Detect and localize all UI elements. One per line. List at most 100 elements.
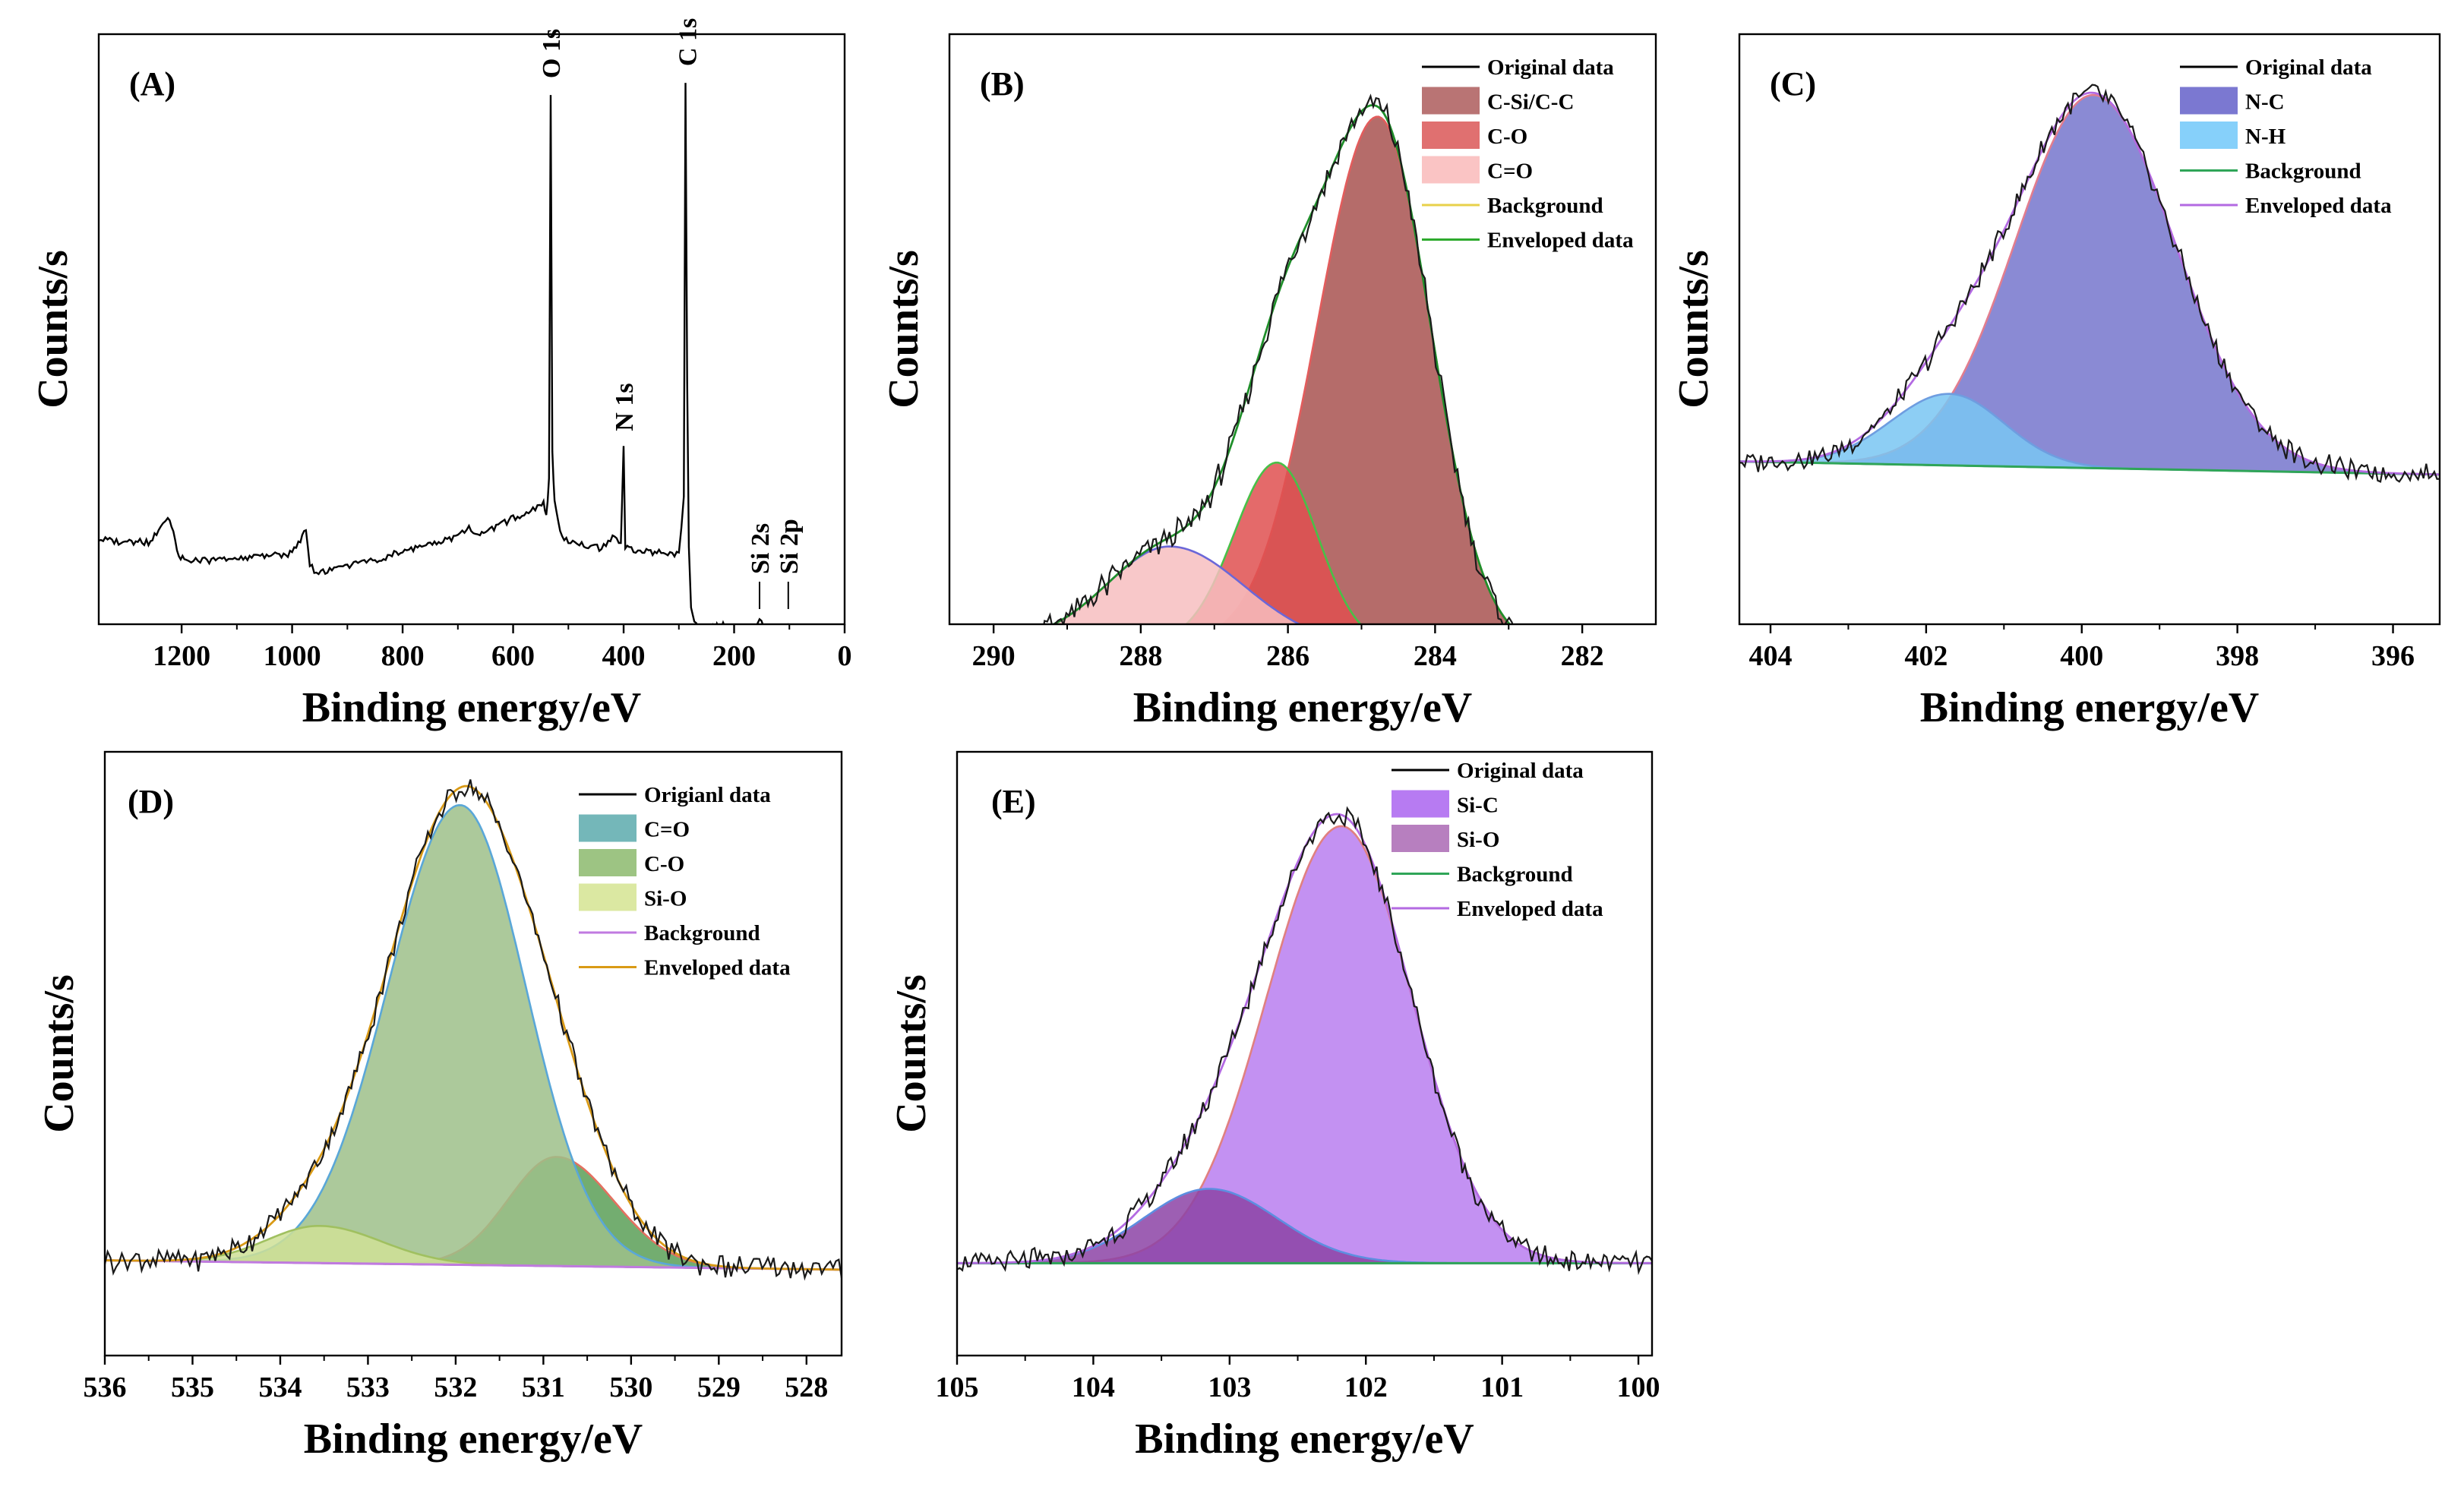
x-tick-label: 800 — [381, 640, 425, 672]
legend-swatch — [2180, 87, 2238, 115]
plot-area — [105, 779, 842, 1281]
plot-area — [957, 806, 1652, 1276]
peak-label: N 1s — [611, 383, 639, 431]
series-line-survey — [99, 83, 793, 624]
original-data-line — [1043, 93, 1514, 624]
legend-swatch — [1422, 87, 1480, 115]
peak-label: Si 2p — [776, 519, 804, 574]
plot-area — [1739, 84, 2440, 483]
legend-label: Background — [1457, 863, 1573, 887]
x-tick-label: 286 — [1266, 640, 1309, 672]
x-tick-label: 288 — [1119, 640, 1162, 672]
background-line — [1739, 460, 2440, 476]
legend-swatch — [1422, 156, 1480, 184]
y-axis-label: Counts/s — [888, 974, 935, 1133]
x-tick-label: 1200 — [153, 640, 210, 672]
legend-label: C=O — [644, 818, 690, 842]
x-tick-label: 528 — [785, 1371, 828, 1403]
x-tick-label: 404 — [1748, 640, 1792, 672]
legend-label: Background — [2245, 159, 2361, 184]
x-tick-label: 600 — [491, 640, 535, 672]
legend-label: Original data — [1457, 759, 1584, 783]
y-axis-label: Counts/s — [880, 250, 927, 409]
legend-label: Background — [1487, 194, 1603, 218]
enveloped-line — [1739, 91, 2440, 476]
x-tick-label: 105 — [936, 1371, 979, 1403]
x-tick-label: 284 — [1414, 640, 1457, 672]
plot-frame — [956, 750, 1654, 1357]
peak-label: Si 2s — [747, 523, 775, 574]
y-axis-label: Counts/s — [1670, 250, 1717, 409]
legend-label: C-O — [1487, 125, 1527, 149]
x-axis-label: Binding energy/eV — [1135, 1416, 1474, 1463]
legend-label: Original data — [1487, 55, 1614, 80]
x-tick-label: 0 — [838, 640, 852, 672]
legend-label: Enveloped data — [2245, 194, 2392, 218]
x-tick-label: 103 — [1208, 1371, 1251, 1403]
peak-component-c-o — [105, 803, 842, 1271]
x-tick-label: 104 — [1072, 1371, 1115, 1403]
original-data-line — [1739, 84, 2440, 483]
x-tick-label: 101 — [1480, 1371, 1524, 1403]
x-axis-label: Binding energy/eV — [304, 1416, 643, 1463]
panel-d: Origianl data C=O C-O Si-O Background Envelop… — [36, 750, 843, 1463]
legend-label: Si-O — [1457, 828, 1499, 852]
y-axis-label: Counts/s — [30, 250, 77, 409]
panel-c: Original data N-C N-H Background Enveloped d… — [1670, 33, 2441, 731]
legend-label: Original data — [2245, 55, 2372, 80]
legend-label: C-O — [644, 852, 684, 876]
panel-a: O 1s N 1s C 1s Si 2s Si 2p 1200 1000 800 600 400 2… — [30, 18, 852, 731]
x-tick-label: 402 — [1904, 640, 1948, 672]
x-tick-label: 100 — [1617, 1371, 1660, 1403]
x-tick-label: 531 — [522, 1371, 565, 1403]
legend-swatch — [1422, 122, 1480, 149]
x-tick-label: 533 — [346, 1371, 390, 1403]
peak-component-c-o — [1051, 545, 1302, 624]
peak-label: C 1s — [674, 18, 703, 66]
x-tick-label: 102 — [1344, 1371, 1388, 1403]
x-tick-label: 529 — [697, 1371, 741, 1403]
plot-frame — [948, 33, 1657, 626]
x-tick-label: 290 — [972, 640, 1016, 672]
x-tick-label: 200 — [712, 640, 756, 672]
x-tick-label: 396 — [2371, 640, 2415, 672]
x-tick-label: 536 — [84, 1371, 127, 1403]
legend-label: Enveloped data — [644, 956, 791, 980]
x-tick-label: 398 — [2216, 640, 2259, 672]
x-tick-label: 530 — [609, 1371, 652, 1403]
legend-swatch — [2180, 122, 2238, 149]
legend-label: Enveloped data — [1487, 229, 1634, 253]
x-tick-label: 400 — [602, 640, 646, 672]
peak-component-si-c — [957, 825, 1652, 1264]
x-tick-label: 282 — [1561, 640, 1604, 672]
legend-label: Origianl data — [644, 783, 771, 807]
x-axis-label: Binding energy/eV — [1920, 684, 2259, 731]
x-tick-label: 1000 — [264, 640, 321, 672]
legend-label: Si-O — [644, 887, 687, 911]
legend-swatch — [579, 849, 637, 876]
panel-title: (D) — [128, 783, 174, 820]
plot-frame — [1738, 33, 2441, 626]
x-tick-label: 400 — [2060, 640, 2103, 672]
x-axis-label: Binding energy/eV — [302, 684, 641, 731]
legend-label: C=O — [1487, 159, 1533, 184]
panel-e: Original data Si-C Si-O Background Enveloped… — [888, 750, 1660, 1463]
legend-label: N-C — [2245, 90, 2285, 115]
panel-b: Original data C-Si/C-C C-O C=O Background Env… — [880, 33, 1657, 731]
x-tick-label: 535 — [171, 1371, 214, 1403]
legend-label: C-Si/C-C — [1487, 90, 1574, 115]
legend-swatch — [1392, 825, 1449, 852]
legend-label: Si-C — [1457, 794, 1499, 818]
plot-area — [1043, 93, 1514, 624]
original-data-line — [957, 806, 1652, 1276]
panel-title: (B) — [980, 65, 1025, 103]
plot-frame — [97, 33, 846, 626]
background-line — [105, 1259, 842, 1271]
y-axis-label: Counts/s — [36, 974, 83, 1133]
peak-component-n-c — [1739, 93, 2440, 476]
plot-area — [99, 83, 793, 624]
legend-swatch — [579, 883, 637, 911]
panel-title: (A) — [129, 65, 175, 103]
legend-label: Background — [644, 921, 760, 945]
